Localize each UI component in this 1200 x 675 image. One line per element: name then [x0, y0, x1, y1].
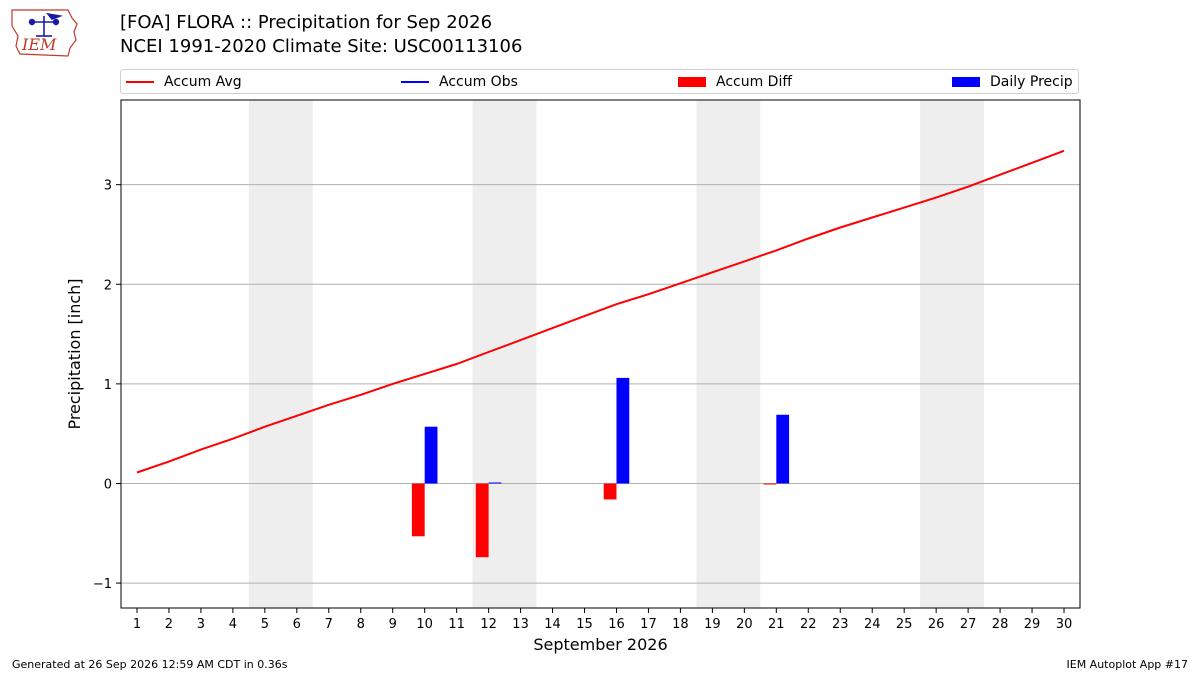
weekend-band	[248, 100, 313, 608]
y-tick-label: 0	[104, 477, 112, 492]
x-tick-label: 3	[197, 617, 205, 632]
accum-diff-bar	[763, 483, 777, 485]
daily-precip-bar	[488, 482, 502, 484]
plot-frame	[120, 99, 1081, 609]
daily-precip-bar	[424, 426, 438, 484]
x-tick-label: 24	[864, 617, 881, 632]
daily-precip-bar	[616, 377, 630, 484]
legend-label-accum-obs: Accum Obs	[439, 73, 518, 90]
x-tick-label: 5	[261, 617, 269, 632]
x-tick-label: 11	[448, 617, 465, 632]
x-tick-label: 6	[293, 617, 301, 632]
daily-precip-bar	[776, 414, 790, 484]
chart-subtitle: NCEI 1991-2020 Climate Site: USC00113106	[120, 36, 523, 57]
x-tick-label: 23	[832, 617, 849, 632]
legend-item-accum-diff: Accum Diff	[678, 70, 792, 93]
legend-swatch-accum-obs	[401, 80, 429, 83]
legend-label-accum-diff: Accum Diff	[716, 73, 793, 90]
x-tick-label: 14	[544, 617, 561, 632]
x-tick-label: 13	[512, 617, 529, 632]
weather-station-icon	[28, 12, 64, 37]
weekend-band	[920, 100, 985, 608]
legend-item-daily-precip: Daily Precip	[952, 70, 1073, 93]
legend-item-accum-obs: Accum Obs	[401, 70, 518, 93]
x-tick-label: 15	[576, 617, 593, 632]
x-tick-label: 21	[768, 617, 785, 632]
accum-avg-line	[136, 149, 1065, 474]
x-tick-label: 7	[325, 617, 333, 632]
x-tick-label: 8	[357, 617, 365, 632]
y-axis-label: Precipitation [inch]	[65, 278, 84, 429]
iem-logo: IEM	[11, 9, 78, 57]
x-tick-label: 9	[389, 617, 397, 632]
x-tick-label: 17	[640, 617, 657, 632]
x-tick-label: 29	[1024, 617, 1041, 632]
legend: Accum Avg Accum Obs Accum Diff Daily Pre…	[120, 69, 1079, 94]
x-tick-label: 20	[736, 617, 753, 632]
x-tick-label: 27	[960, 617, 977, 632]
accum-diff-bar	[603, 483, 617, 500]
x-tick-label: 30	[1056, 617, 1073, 632]
legend-swatch-accum-avg	[126, 80, 154, 83]
legend-swatch-accum-diff	[678, 76, 706, 87]
y-tick-label: −1	[93, 577, 112, 592]
app-note: IEM Autoplot App #17	[1066, 658, 1189, 671]
accum-diff-bar	[475, 483, 489, 558]
x-tick-label: 4	[229, 617, 237, 632]
x-tick-label: 16	[608, 617, 625, 632]
x-tick-label: 26	[928, 617, 945, 632]
legend-item-accum-avg: Accum Avg	[126, 70, 242, 93]
logo-text: IEM	[21, 35, 57, 54]
y-tick-label: 1	[104, 378, 112, 393]
generated-note: Generated at 26 Sep 2026 12:59 AM CDT in…	[12, 658, 288, 671]
x-tick-label: 12	[480, 617, 497, 632]
x-tick-label: 25	[896, 617, 913, 632]
accum-diff-bar	[411, 483, 425, 537]
chart-title: [FOA] FLORA :: Precipitation for Sep 202…	[120, 12, 493, 33]
x-tick-label: 19	[704, 617, 721, 632]
x-axis-label: September 2026	[533, 635, 667, 654]
x-tick-label: 1	[133, 617, 141, 632]
x-tick-label: 18	[672, 617, 689, 632]
weekend-band	[696, 100, 761, 608]
legend-swatch-daily-precip	[952, 76, 980, 87]
y-tick-label: 3	[104, 179, 112, 194]
legend-label-accum-avg: Accum Avg	[164, 73, 242, 90]
x-tick-label: 10	[416, 617, 433, 632]
x-tick-label: 22	[800, 617, 817, 632]
x-tick-label: 28	[992, 617, 1009, 632]
y-tick-label: 2	[104, 278, 112, 293]
legend-label-daily-precip: Daily Precip	[990, 73, 1073, 90]
x-tick-label: 2	[165, 617, 173, 632]
